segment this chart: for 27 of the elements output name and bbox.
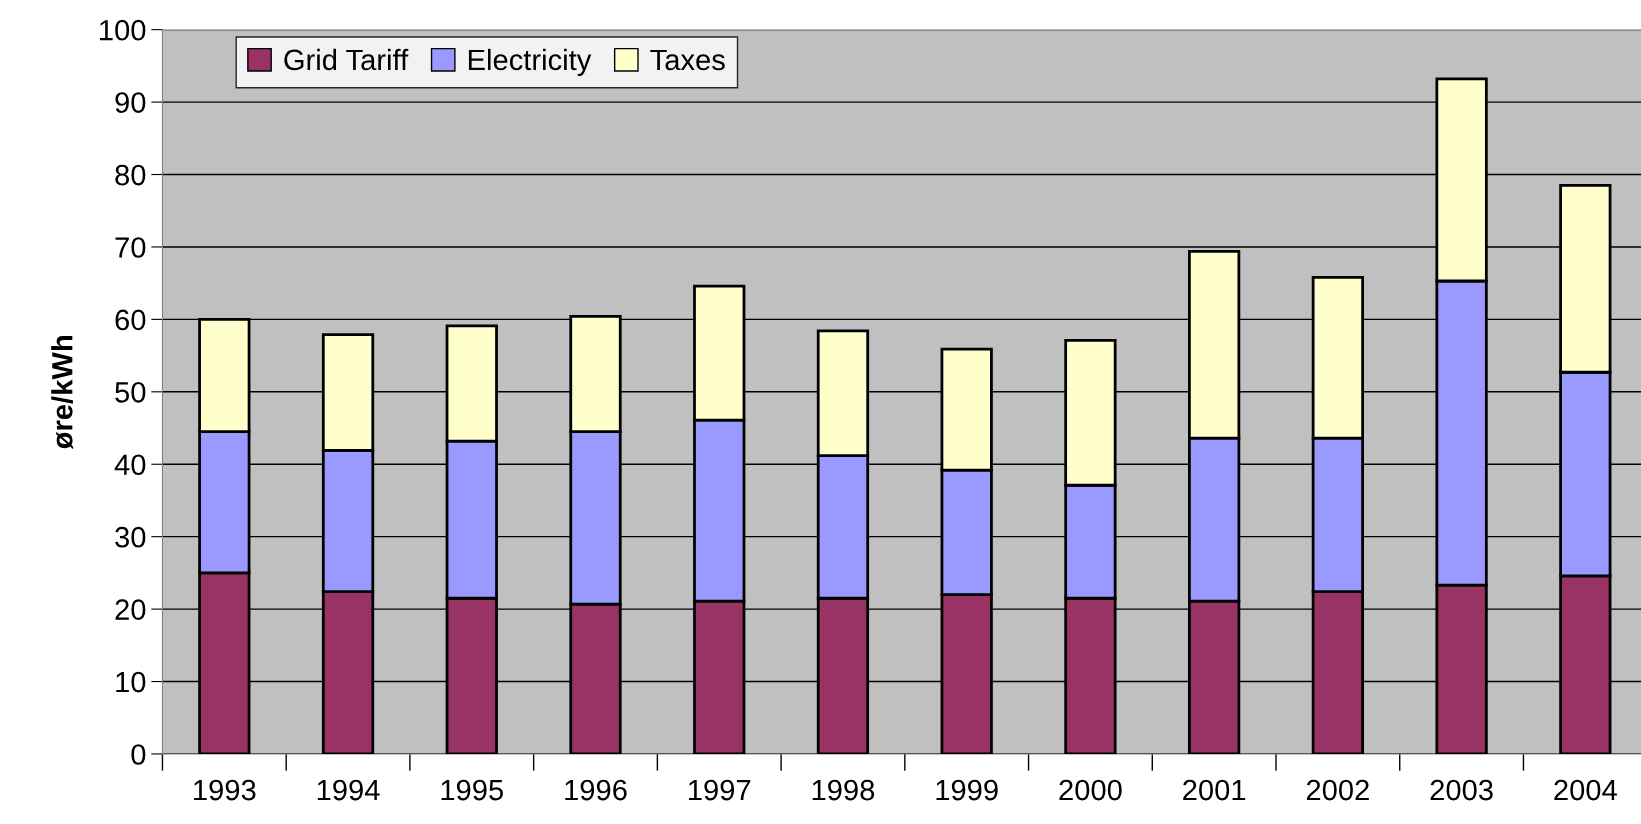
- y-tick-label: 90: [115, 92, 146, 113]
- x-tick-label: 1993: [194, 779, 256, 801]
- legend-label: Grid Tariff: [284, 48, 409, 71]
- y-tick-label: 10: [116, 671, 146, 693]
- legend-label: Taxes: [650, 49, 725, 71]
- x-tick-label: 1999: [936, 779, 998, 801]
- x-tick-label: 2002: [1306, 779, 1369, 801]
- x-tick-label: 2004: [1554, 779, 1617, 801]
- y-tick-label: 20: [115, 599, 146, 620]
- x-tick-label: 2001: [1183, 779, 1246, 801]
- y-tick-label: 40: [114, 454, 146, 476]
- x-tick-label: 1998: [812, 779, 875, 801]
- y-axis-title: øre/kWh: [51, 336, 74, 450]
- y-tick-label: 80: [115, 164, 146, 186]
- y-tick-label: 30: [115, 526, 146, 548]
- legend-label: Electricity: [468, 48, 592, 77]
- y-tick-label: 0: [131, 744, 146, 765]
- y-tick-label: 70: [115, 237, 146, 258]
- y-tick-label: 100: [100, 19, 146, 41]
- y-tick-label: 60: [115, 309, 146, 331]
- x-tick-label: 2000: [1059, 779, 1122, 801]
- x-tick-label: 2003: [1430, 779, 1493, 801]
- x-tick-label: 1994: [317, 779, 380, 801]
- y-tick-label: 50: [115, 382, 146, 403]
- x-tick-label: 1997: [689, 779, 751, 801]
- x-tick-label: 1995: [441, 779, 503, 801]
- x-tick-label: 1996: [565, 779, 627, 801]
